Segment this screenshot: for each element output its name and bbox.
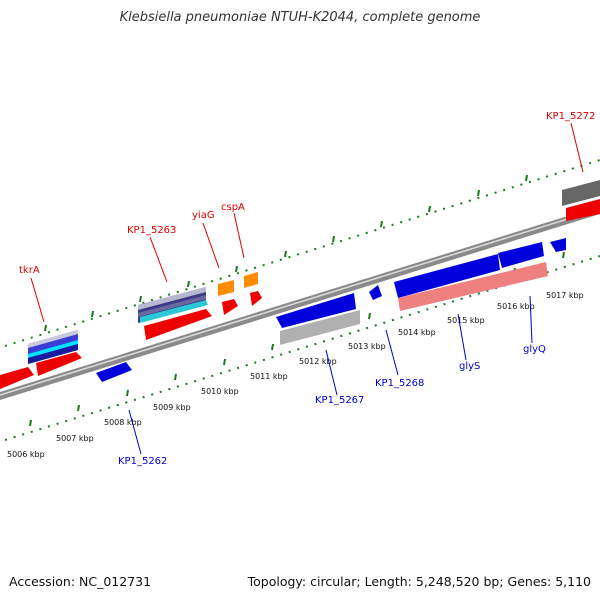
feature-KP1_5262 bbox=[96, 362, 132, 382]
genome-title: Klebsiella pneumoniae NTUH-K2044, comple… bbox=[119, 10, 481, 25]
feature-yiaG-gene bbox=[222, 299, 238, 315]
genome-backbone bbox=[0, 206, 600, 400]
tick-label-5008: 5008 kbp bbox=[104, 418, 142, 427]
feature-KP1_5272-gene bbox=[566, 199, 600, 221]
feature-KP1_5268 bbox=[394, 254, 500, 298]
tick-label-5006: 5006 kbp bbox=[7, 450, 45, 459]
reverse-features bbox=[96, 238, 566, 382]
gene-label-yiaG: yiaG bbox=[192, 210, 215, 221]
gene-label-cspA: cspA bbox=[221, 202, 245, 213]
tick-label-5011: 5011 kbp bbox=[250, 372, 288, 381]
tick-label-5009: 5009 kbp bbox=[153, 403, 191, 412]
tick-label-5007: 5007 kbp bbox=[56, 434, 94, 443]
tick-label-5014: 5014 kbp bbox=[398, 328, 436, 337]
tick-label-5015: 5015 kbp bbox=[447, 316, 485, 325]
accession-text: Accession: NC_012731 bbox=[9, 574, 152, 589]
feature-left-partial-gene bbox=[0, 367, 34, 389]
leader-lines bbox=[30, 122, 584, 455]
genome-summary-text: Topology: circular; Length: 5,248,520 bp… bbox=[247, 574, 591, 589]
feature-far-right-blue bbox=[550, 238, 566, 252]
feature-KP1_5272-gray bbox=[562, 180, 600, 206]
gene-label-KP1_5263: KP1_5263 bbox=[127, 225, 176, 236]
feature-KP1_5263-gene bbox=[144, 309, 212, 340]
upper-major-ticks bbox=[44, 174, 528, 332]
gene-label-glyQ: glyQ bbox=[523, 344, 546, 355]
feature-cspA-gene bbox=[250, 291, 262, 306]
feature-glyQ bbox=[498, 242, 544, 268]
gene-label-KP1_5272: KP1_5272 bbox=[546, 111, 595, 122]
gene-label-KP1_5268: KP1_5268 bbox=[375, 378, 424, 389]
gene-label-KP1_5262: KP1_5262 bbox=[118, 456, 167, 467]
feature-small-blue bbox=[369, 285, 382, 300]
feature-cspA bbox=[244, 272, 258, 288]
tick-label-5013: 5013 kbp bbox=[348, 342, 386, 351]
feature-KP1_5267-gray bbox=[280, 310, 360, 345]
gene-label-KP1_5267: KP1_5267 bbox=[315, 395, 364, 406]
gene-labels: tkrA KP1_5263 yiaG cspA KP1_5272 KP1_526… bbox=[19, 111, 595, 467]
tick-label-5017: 5017 kbp bbox=[546, 291, 584, 300]
forward-features bbox=[0, 180, 600, 389]
scale-labels: 5006 kbp 5007 kbp 5008 kbp 5009 kbp 5010… bbox=[7, 291, 584, 459]
tick-label-5016: 5016 kbp bbox=[497, 302, 535, 311]
feature-yiaG bbox=[218, 280, 234, 296]
feature-glyS bbox=[398, 262, 548, 311]
gene-label-glyS: glyS bbox=[459, 361, 480, 372]
feature-tkrA-gene bbox=[36, 352, 82, 376]
tick-label-5012: 5012 kbp bbox=[299, 357, 337, 366]
feature-KP1_5267 bbox=[276, 293, 356, 328]
tick-label-5010: 5010 kbp bbox=[201, 387, 239, 396]
gene-label-tkrA: tkrA bbox=[19, 265, 40, 276]
